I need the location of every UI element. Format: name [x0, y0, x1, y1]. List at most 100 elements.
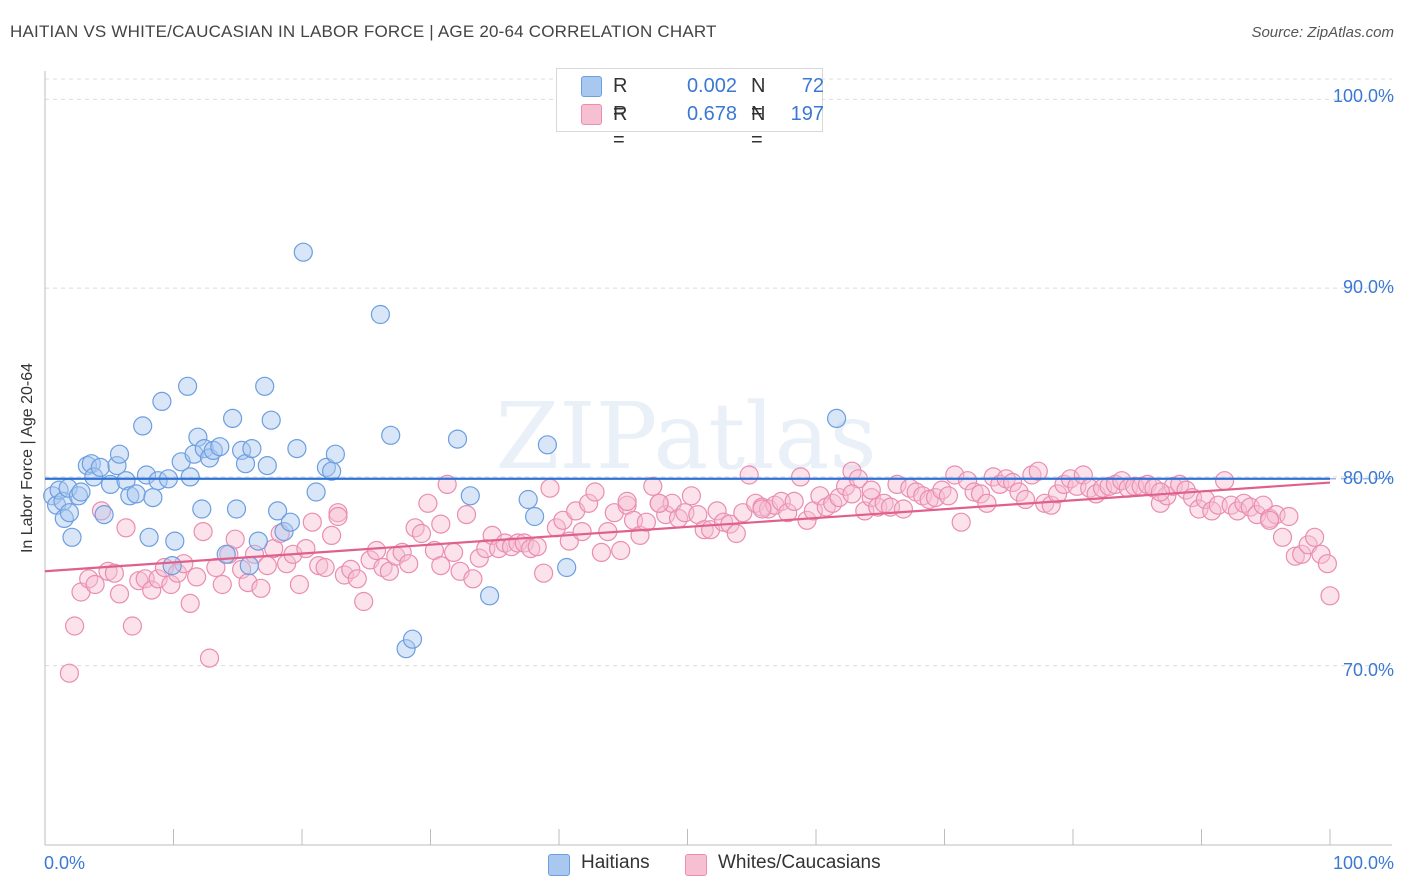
whites-caucasians-point	[553, 510, 573, 530]
y-tick-label: 100.0%	[1332, 86, 1394, 106]
whites-caucasians-point	[617, 491, 637, 511]
whites-caucasians-point	[1214, 471, 1235, 491]
whites-caucasians-point	[463, 569, 483, 589]
haitians-point	[109, 444, 130, 464]
whites-caucasians-point	[322, 525, 342, 546]
legend-r-label: R =	[613, 103, 628, 151]
whites-caucasians-point	[341, 559, 361, 580]
legend-label-haitians: Haitians	[581, 852, 650, 873]
haitians-swatch	[581, 76, 602, 97]
haitians-point	[100, 474, 121, 494]
whites-caucasians-point	[591, 542, 612, 563]
whites-caucasians-point	[681, 486, 702, 506]
whites-caucasians-point	[578, 493, 599, 513]
haitians-point	[210, 437, 230, 457]
haitians-point	[178, 376, 198, 396]
y-axis-title: In Labor Force | Age 20-64	[19, 362, 36, 554]
y-tick-label: 80.0%	[1342, 468, 1394, 488]
whites-caucasians-point	[199, 648, 220, 668]
whites-caucasians-point	[109, 584, 130, 604]
y-tick-label: 90.0%	[1342, 277, 1394, 297]
whites-caucasians-point	[861, 480, 881, 500]
haitians-point	[116, 471, 136, 491]
whites-caucasians-point	[1247, 504, 1267, 525]
whites-caucasians-point	[456, 504, 477, 525]
whites-caucasians-point	[951, 512, 971, 532]
whites-caucasians-point	[59, 663, 80, 683]
haitians-point	[280, 512, 300, 532]
whites-caucasians-point	[142, 580, 162, 600]
whites-caucasians-point	[225, 529, 245, 549]
haitians-point	[257, 456, 277, 476]
whites-caucasians-point	[1227, 501, 1248, 521]
whites-caucasians-point	[1176, 480, 1196, 500]
haitians-point	[226, 499, 247, 519]
whites-caucasians-point	[1292, 544, 1312, 564]
haitians-point	[261, 410, 281, 430]
whites-caucasians-point	[1272, 527, 1293, 547]
whites-caucasians-point	[187, 567, 207, 587]
legend-n-label: N =	[751, 75, 766, 123]
haitians-point	[826, 408, 847, 428]
haitians-point	[126, 484, 146, 504]
whites-caucasians-point	[887, 474, 907, 494]
haitians-point	[316, 457, 336, 477]
whites-caucasians-point	[91, 501, 112, 521]
haitians-point	[402, 629, 423, 649]
whites-caucasians-point	[1298, 535, 1318, 555]
whites-caucasians-point	[752, 499, 772, 519]
whites-caucasians-point	[861, 488, 881, 508]
whites-caucasians-point	[842, 461, 862, 481]
haitians-point	[248, 531, 268, 551]
legend-r-value: 0.678	[686, 103, 737, 125]
whites-caucasians-point	[707, 501, 727, 521]
whites-caucasians-point	[469, 548, 489, 568]
haitians-point	[54, 508, 74, 529]
haitians-point	[165, 531, 185, 551]
y-tick-label: 70.0%	[1342, 660, 1394, 680]
haitians-point	[293, 242, 313, 262]
haitians-point	[71, 482, 91, 502]
whites-caucasians-point	[656, 504, 676, 525]
haitians-point	[480, 586, 500, 606]
haitians-point	[216, 544, 236, 564]
haitians-point	[107, 456, 127, 476]
whites-caucasians-point	[572, 521, 592, 542]
whites-caucasians-point	[1009, 482, 1029, 502]
whites-caucasians-point	[540, 478, 560, 498]
whites-caucasians-point	[521, 538, 541, 559]
haitians-point	[274, 521, 294, 542]
haitians-point	[242, 439, 262, 459]
axes	[44, 71, 1392, 846]
whites-caucasians-point	[784, 491, 804, 511]
watermark: ZIPatlas	[495, 383, 876, 490]
whites-caucasians-point	[161, 574, 181, 595]
haitians-point	[322, 461, 342, 481]
legend-n-value: 72	[801, 75, 824, 97]
whites-caucasians-point	[1047, 484, 1068, 504]
haitians-point	[239, 555, 259, 576]
whites-caucasians-point	[444, 542, 464, 563]
whites-caucasians-point	[85, 574, 105, 595]
whites-caucasians-point	[527, 537, 547, 557]
whites-caucasians-point	[418, 493, 438, 513]
whites-caucasians-point	[1150, 482, 1171, 502]
haitians-point	[90, 457, 110, 477]
whites-caucasians-point	[1028, 461, 1048, 481]
whites-caucasians-point	[559, 531, 579, 551]
whites-caucasians-point	[739, 465, 759, 485]
haitians-point	[287, 439, 307, 459]
whites-caucasians-point	[411, 523, 432, 544]
whites-caucasians-point	[437, 474, 457, 494]
source-label: Source: ZipAtlas.com	[1251, 24, 1394, 41]
whites-caucasians-point	[1259, 510, 1280, 530]
whites-caucasians-point	[733, 503, 753, 523]
legend-r-label: R =	[613, 75, 628, 123]
haitians-points	[43, 242, 847, 659]
haitians-point	[370, 304, 390, 325]
haitians-point	[59, 503, 80, 523]
whites-caucasians-point	[636, 512, 657, 532]
whites-caucasians-point	[643, 476, 663, 496]
whites-caucasians-point	[296, 538, 316, 559]
